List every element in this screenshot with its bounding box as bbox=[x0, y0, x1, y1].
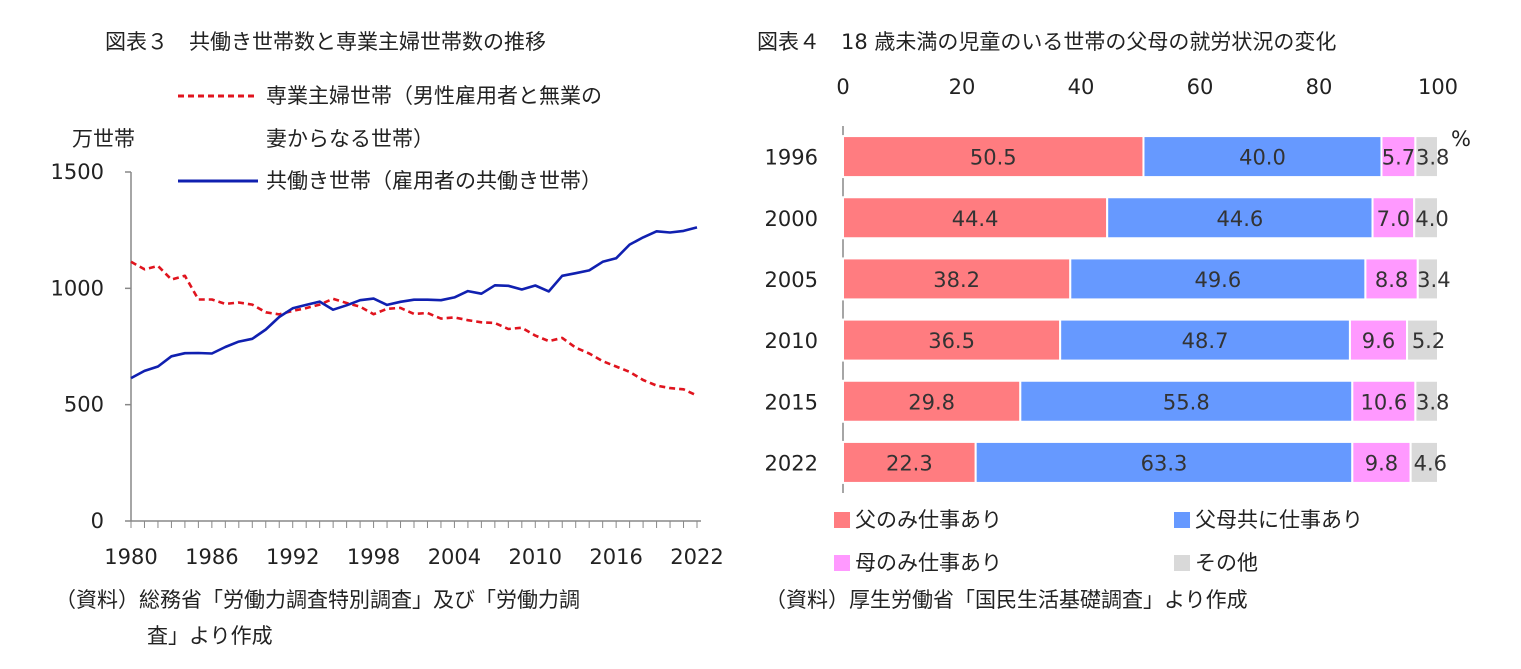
legend-label: 母のみ仕事あり bbox=[855, 551, 1002, 575]
bar-value-label: 48.7 bbox=[1182, 329, 1229, 353]
x-tick-label: 60 bbox=[1187, 75, 1214, 99]
bar-segment bbox=[842, 135, 1145, 179]
bar-segment bbox=[1380, 135, 1417, 179]
bar-chart-panel: 図表４ 18 歳未満の児童のいる世帯の父母の就労状況の変化 0 20 40 60 80 1… bbox=[757, 30, 1471, 612]
legend-label: 父母共に仕事あり bbox=[1195, 508, 1363, 532]
bar-value-label: 9.8 bbox=[1365, 451, 1398, 475]
legend-dualincome-label: 共働き世帯（雇用者の共働き世帯） bbox=[266, 169, 602, 193]
category-label: 2005 bbox=[765, 268, 818, 292]
bar-segment bbox=[1069, 257, 1367, 301]
y-tick-label: 1000 bbox=[51, 276, 104, 300]
x-tick-label: 20 bbox=[949, 75, 976, 99]
legend-housewife-label-2: 妻からなる世帯） bbox=[266, 127, 434, 151]
x-tick-label: 2022 bbox=[670, 545, 723, 569]
x-tick-label: 2010 bbox=[509, 545, 562, 569]
x-tick-label: 1980 bbox=[104, 545, 157, 569]
x-tick-label: 1992 bbox=[266, 545, 319, 569]
legend-swatch bbox=[834, 512, 850, 528]
bar-value-label: 10.6 bbox=[1360, 390, 1407, 414]
bar-segment bbox=[842, 440, 977, 484]
line-chart-axes: 0 500 1000 1500 1980 1986 1992 1998 2004 2010 2016… bbox=[51, 160, 724, 569]
category-label: 2010 bbox=[765, 329, 818, 353]
bar-segment bbox=[1364, 257, 1419, 301]
bar-value-label: 22.3 bbox=[886, 451, 933, 475]
line-chart-unit-label: 万世帯 bbox=[72, 127, 135, 151]
x-tick-label: 40 bbox=[1068, 75, 1095, 99]
bar-value-label: 3.8 bbox=[1416, 146, 1449, 170]
bar-chart-bars: 50.5 40.0 5.7 3.844.4 44.6 7.0 4.038.2 49.6 8.8 3… bbox=[842, 135, 1451, 484]
bar-value-label: 4.6 bbox=[1414, 451, 1447, 475]
bar-value-label: 5.7 bbox=[1382, 146, 1415, 170]
bar-segment bbox=[1413, 196, 1439, 240]
bar-segment bbox=[1351, 440, 1412, 484]
bar-chart-source: （資料）厚生労働省「国民生活基礎調査」より作成 bbox=[765, 588, 1248, 612]
bar-value-label: 9.6 bbox=[1362, 329, 1395, 353]
bar-value-label: 5.2 bbox=[1412, 329, 1445, 353]
bar-chart-unit-label: % bbox=[1451, 127, 1471, 151]
bar-segment bbox=[1416, 257, 1440, 301]
x-tick-label: 2004 bbox=[428, 545, 481, 569]
line-chart-series bbox=[130, 226, 698, 397]
bar-segment bbox=[842, 196, 1109, 240]
bar-value-label: 44.4 bbox=[952, 207, 999, 231]
bar-value-label: 8.8 bbox=[1375, 268, 1408, 292]
category-label: 2022 bbox=[765, 451, 818, 475]
bar-chart-axes: 0 20 40 60 80 100 1996 2000 2005 2010 2015 2022 bbox=[765, 75, 1458, 493]
housewife-series-line bbox=[130, 260, 698, 397]
line-chart-panel: 図表３ 共働き世帯数と専業主婦世帯数の推移 万世帯 専業主婦世帯（男性雇用者と無… bbox=[51, 30, 724, 648]
bar-segment bbox=[1106, 196, 1374, 240]
bar-value-label: 49.6 bbox=[1194, 268, 1241, 292]
bar-segment bbox=[1406, 318, 1440, 362]
bar-value-label: 63.3 bbox=[1141, 451, 1188, 475]
bar-value-label: 40.0 bbox=[1239, 146, 1286, 170]
x-tick-label: 100 bbox=[1418, 75, 1458, 99]
bar-value-label: 38.2 bbox=[933, 268, 980, 292]
bar-segment bbox=[1348, 318, 1409, 362]
y-tick-label: 500 bbox=[64, 393, 104, 417]
x-tick-label: 1998 bbox=[347, 545, 400, 569]
legend-housewife-label-1: 専業主婦世帯（男性雇用者と無業の bbox=[266, 84, 602, 108]
bar-segment bbox=[842, 379, 1022, 423]
bar-value-label: 44.6 bbox=[1216, 207, 1263, 231]
x-tick-label: 2016 bbox=[589, 545, 642, 569]
bar-segment bbox=[1409, 440, 1440, 484]
x-tick-label: 0 bbox=[836, 75, 849, 99]
legend-swatch bbox=[834, 555, 850, 571]
bar-chart-title: 図表４ 18 歳未満の児童のいる世帯の父母の就労状況の変化 bbox=[757, 30, 1336, 54]
category-label: 1996 bbox=[765, 146, 818, 170]
line-chart-source-1: （資料）総務省「労働力調査特別調査」及び「労働力調 bbox=[55, 588, 580, 612]
bar-segment bbox=[842, 257, 1072, 301]
bar-value-label: 55.8 bbox=[1163, 390, 1210, 414]
x-tick-label: 80 bbox=[1306, 75, 1333, 99]
y-tick-label: 1500 bbox=[51, 160, 104, 184]
legend-label: 父のみ仕事あり bbox=[855, 508, 1002, 532]
bar-value-label: 3.4 bbox=[1417, 268, 1450, 292]
legend-swatch bbox=[1174, 512, 1190, 528]
bar-value-label: 4.0 bbox=[1415, 207, 1448, 231]
bar-segment bbox=[1142, 135, 1383, 179]
bar-segment bbox=[1414, 135, 1440, 179]
line-chart-source-2: 査」より作成 bbox=[147, 624, 273, 648]
bar-value-label: 3.8 bbox=[1416, 390, 1449, 414]
bar-value-label: 7.0 bbox=[1377, 207, 1410, 231]
bar-segment bbox=[1414, 379, 1440, 423]
line-chart-title: 図表３ 共働き世帯数と専業主婦世帯数の推移 bbox=[105, 30, 546, 54]
dualincome-series-line bbox=[130, 226, 698, 380]
bar-value-label: 29.8 bbox=[908, 390, 955, 414]
y-tick-label: 0 bbox=[91, 509, 104, 533]
bar-segment bbox=[1019, 379, 1354, 423]
category-label: 2000 bbox=[765, 207, 818, 231]
bar-segment bbox=[1371, 196, 1416, 240]
legend-label: その他 bbox=[1195, 551, 1258, 575]
bar-value-label: 36.5 bbox=[928, 329, 975, 353]
x-tick-label: 1986 bbox=[185, 545, 238, 569]
bar-value-label: 50.5 bbox=[970, 146, 1017, 170]
bar-segment bbox=[1351, 379, 1417, 423]
category-label: 2015 bbox=[765, 390, 818, 414]
legend-swatch bbox=[1174, 555, 1190, 571]
